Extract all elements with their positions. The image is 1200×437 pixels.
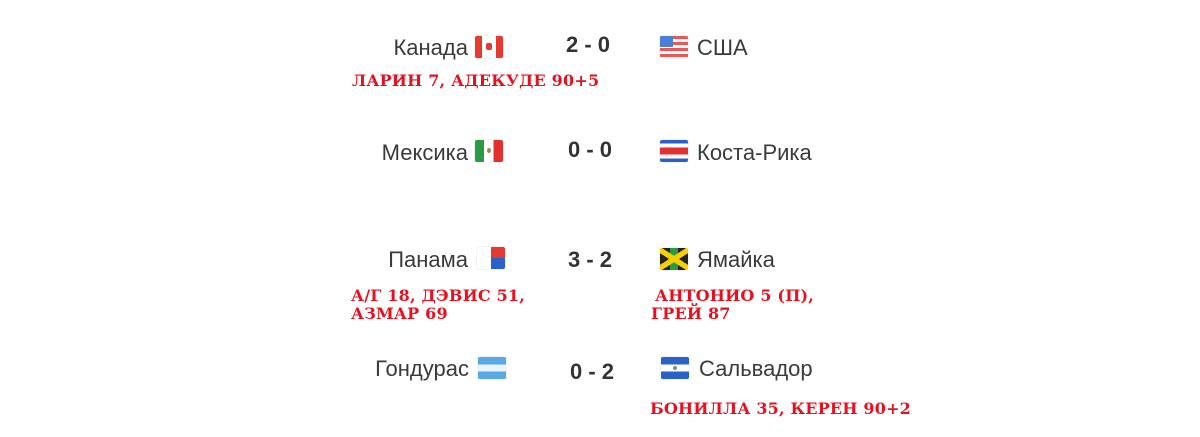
away-team-name: Ямайка — [697, 247, 775, 272]
match-score: 2 - 0 — [565, 32, 611, 57]
jamaica-flag-icon — [660, 248, 688, 270]
el-salvador-flag-icon — [661, 357, 689, 379]
home-team-name: Панама — [388, 247, 468, 272]
home-team-name: Мексика — [381, 140, 468, 165]
away-team-name: Сальвадор — [699, 356, 813, 381]
home-team-name: Канада — [393, 35, 468, 60]
match-score: 0 - 0 — [567, 137, 613, 162]
away-team-name: США — [697, 35, 748, 60]
panama-flag-icon — [477, 247, 505, 269]
home-team-name: Гондурас — [375, 356, 469, 381]
away-team-name: Коста-Рика — [697, 140, 812, 165]
home-scorers: ЛАРИН 7, АДЕКУДЕ 90+5 — [352, 71, 600, 90]
away-scorers: БОНИЛЛА 35, КЕРЕН 90+2 — [650, 399, 912, 418]
canada-flag-icon — [475, 36, 503, 58]
costa-rica-flag-icon — [660, 140, 688, 162]
away-scorers: АНТОНИО 5 (П), — [655, 286, 815, 305]
honduras-flag-icon — [478, 357, 506, 379]
mexico-flag-icon — [475, 140, 503, 162]
match-score: 0 - 2 — [569, 359, 615, 384]
usa-flag-icon — [660, 36, 688, 58]
home-scorers: А/Г 18, ДЭВИС 51, — [351, 286, 526, 305]
match-score: 3 - 2 — [567, 247, 613, 272]
away-scorers: ГРЕЙ 87 — [651, 304, 731, 323]
home-scorers: АЗМАР 69 — [351, 304, 448, 323]
